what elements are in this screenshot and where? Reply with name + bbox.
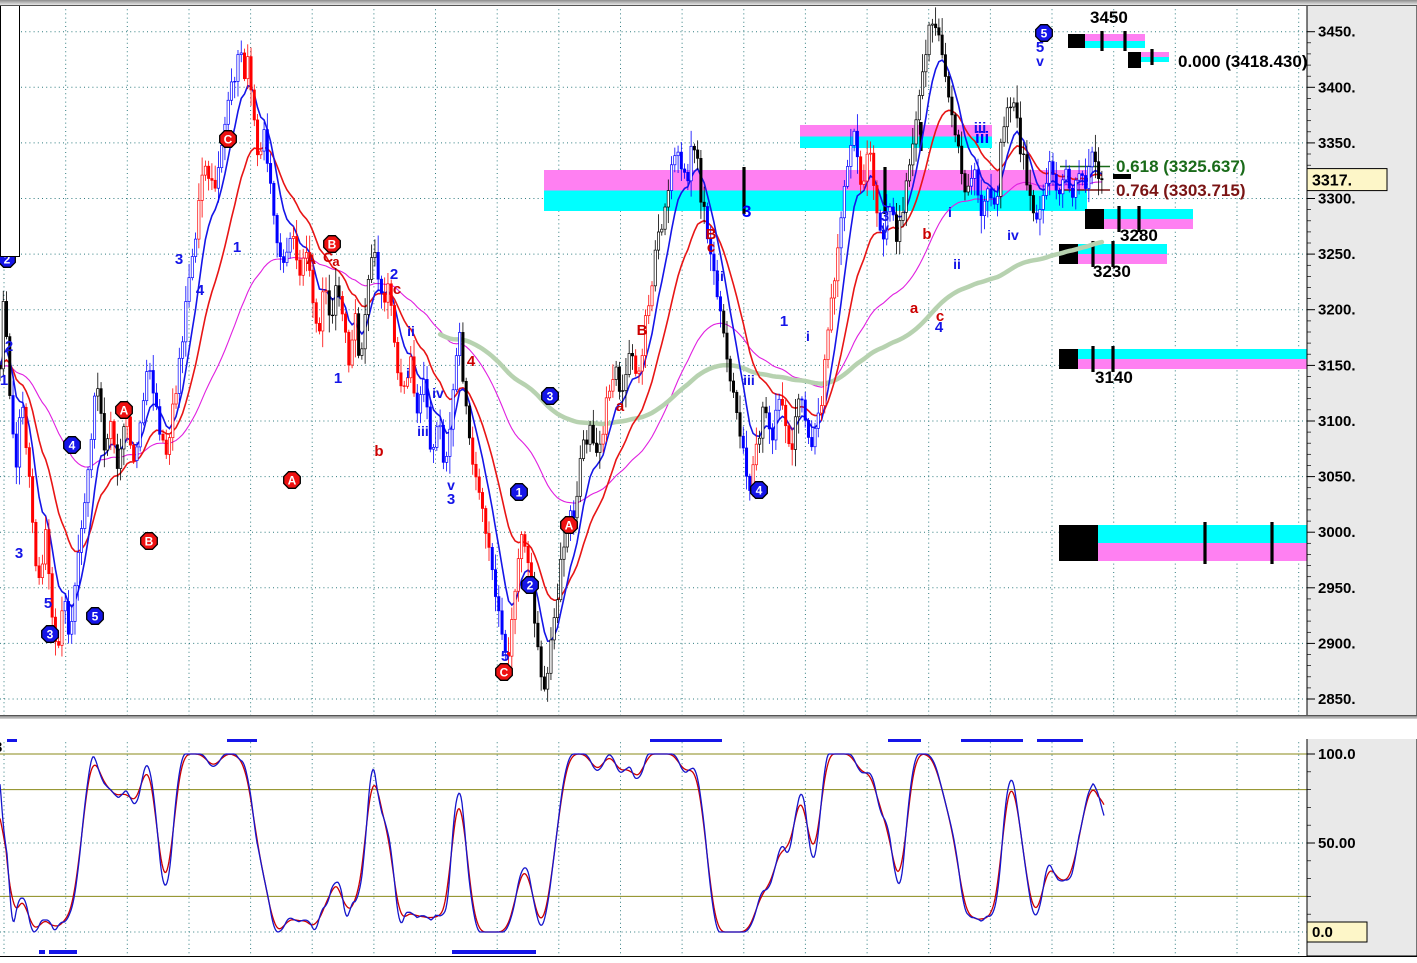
svg-text:3000.: 3000. [1318, 524, 1356, 541]
svg-text:3150.: 3150. [1318, 357, 1356, 374]
svg-text:1: 1 [233, 239, 241, 256]
svg-text:C: C [224, 132, 233, 146]
svg-text:A: A [565, 518, 574, 532]
svg-text:1: 1 [0, 372, 8, 389]
svg-text:4: 4 [467, 353, 476, 370]
svg-text:A: A [120, 403, 129, 417]
svg-text:3: 3 [0, 739, 2, 756]
svg-text:iii: iii [417, 423, 429, 439]
svg-text:2900.: 2900. [1318, 635, 1356, 652]
svg-text:5: 5 [44, 595, 52, 612]
svg-text:3100.: 3100. [1318, 413, 1356, 430]
svg-text:3280: 3280 [1120, 226, 1158, 245]
svg-text:0.000 (3418.430): 0.000 (3418.430) [1178, 52, 1308, 71]
svg-text:3400.: 3400. [1318, 79, 1356, 96]
svg-text:C: C [500, 665, 509, 679]
svg-text:5: 5 [501, 648, 509, 665]
svg-text:iii: iii [743, 372, 755, 388]
svg-text:v: v [881, 220, 889, 236]
svg-text:1: 1 [334, 370, 342, 387]
svg-text:4: 4 [935, 319, 944, 336]
svg-text:A: A [288, 473, 297, 487]
svg-text:2: 2 [527, 578, 534, 592]
svg-text:3250.: 3250. [1318, 246, 1356, 263]
svg-text:ii: ii [716, 268, 724, 284]
svg-text:iv: iv [432, 385, 444, 401]
svg-text:i: i [806, 328, 810, 344]
svg-text:0.618 (3325.637): 0.618 (3325.637) [1116, 157, 1246, 176]
svg-text:3300.: 3300. [1318, 191, 1356, 208]
svg-text:4: 4 [69, 438, 76, 452]
svg-text:5: 5 [92, 609, 99, 623]
svg-text:B: B [637, 322, 648, 339]
svg-text:c: c [393, 281, 401, 298]
svg-text:3: 3 [15, 545, 23, 562]
svg-text:a: a [910, 300, 919, 317]
svg-text:2: 2 [390, 266, 398, 283]
svg-text:1: 1 [516, 485, 523, 499]
svg-text:3450: 3450 [1090, 8, 1128, 27]
svg-text:c: c [707, 239, 715, 256]
svg-text:B: B [145, 534, 154, 548]
svg-text:3: 3 [547, 389, 554, 403]
svg-text:ii: ii [953, 256, 961, 272]
svg-text:A: A [306, 251, 316, 267]
svg-text:3: 3 [175, 251, 183, 268]
svg-text:100.0: 100.0 [1318, 746, 1356, 763]
svg-text:3: 3 [447, 491, 455, 508]
svg-text:b: b [922, 226, 931, 243]
svg-text:ii: ii [407, 323, 415, 339]
svg-text:3140: 3140 [1095, 368, 1133, 387]
svg-text:3317.: 3317. [1312, 173, 1352, 190]
svg-text:1: 1 [780, 313, 788, 330]
svg-text:50.00: 50.00 [1318, 835, 1356, 852]
svg-text:3: 3 [742, 202, 751, 221]
svg-text:iii: iii [974, 120, 987, 137]
svg-text:2: 2 [5, 338, 13, 355]
svg-text:3350.: 3350. [1318, 135, 1356, 152]
svg-text:i: i [406, 365, 410, 381]
svg-text:2950.: 2950. [1318, 580, 1356, 597]
svg-text:a: a [332, 254, 340, 269]
svg-text:a: a [616, 398, 625, 415]
svg-text:0.0: 0.0 [1312, 924, 1333, 941]
svg-text:iv: iv [1007, 227, 1019, 243]
svg-text:3200.: 3200. [1318, 302, 1356, 319]
svg-text:4: 4 [756, 483, 763, 497]
svg-text:3: 3 [47, 627, 54, 641]
svg-text:i: i [948, 204, 952, 220]
svg-text:4: 4 [196, 282, 205, 299]
svg-text:3050.: 3050. [1318, 469, 1356, 486]
svg-text:2850.: 2850. [1318, 691, 1356, 708]
svg-text:3230: 3230 [1093, 262, 1131, 281]
svg-text:v: v [1036, 53, 1044, 69]
svg-text:b: b [374, 443, 383, 460]
svg-text:3450.: 3450. [1318, 24, 1356, 41]
svg-text:0.764 (3303.715): 0.764 (3303.715) [1116, 181, 1246, 200]
